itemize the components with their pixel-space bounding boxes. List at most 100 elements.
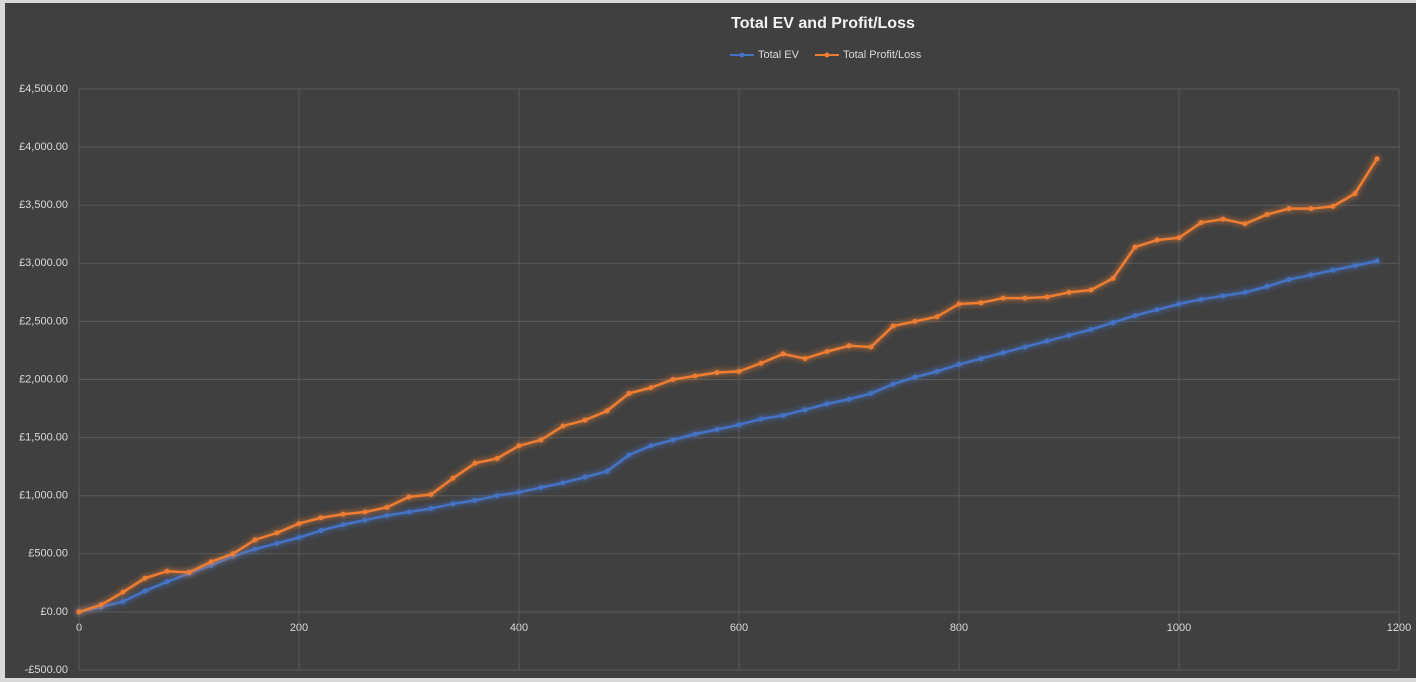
point — [1066, 289, 1072, 295]
point — [846, 343, 852, 349]
point — [1352, 191, 1358, 197]
point — [692, 431, 698, 437]
point — [1044, 294, 1050, 300]
legend-marker — [739, 52, 745, 58]
point — [1066, 332, 1072, 338]
point — [736, 422, 742, 428]
point — [692, 373, 698, 379]
point — [472, 460, 478, 466]
point — [1286, 277, 1292, 283]
point — [1198, 220, 1204, 226]
point — [560, 480, 566, 486]
point — [428, 492, 434, 498]
y-tick-label: £1,500.00 — [19, 432, 68, 444]
point — [318, 528, 324, 534]
legend-marker — [824, 52, 830, 58]
point — [1088, 327, 1094, 333]
point — [164, 579, 170, 585]
point — [934, 368, 940, 374]
series-line — [78, 158, 1379, 614]
point — [516, 443, 522, 449]
point — [1176, 301, 1182, 307]
point — [846, 396, 852, 402]
point — [978, 356, 984, 362]
point — [1176, 235, 1182, 241]
point — [1198, 296, 1204, 302]
point — [912, 374, 918, 380]
point — [670, 437, 676, 443]
point — [1374, 156, 1380, 162]
point — [670, 377, 676, 382]
point — [164, 568, 170, 574]
point — [384, 504, 390, 510]
point — [1352, 263, 1358, 269]
y-tick-label: £500.00 — [28, 548, 68, 560]
point — [1264, 211, 1270, 217]
point — [296, 521, 302, 527]
point — [318, 515, 324, 521]
point — [780, 413, 786, 419]
point — [472, 497, 478, 503]
point — [450, 475, 456, 481]
point — [912, 318, 918, 324]
point — [1110, 275, 1116, 281]
y-tick-label: £3,500.00 — [19, 199, 68, 211]
point — [802, 356, 808, 362]
point — [142, 575, 148, 581]
y-tick-label: -£500.00 — [25, 664, 68, 676]
point — [1220, 216, 1226, 222]
point — [868, 390, 874, 396]
point — [494, 493, 500, 499]
point — [626, 452, 632, 458]
point — [1110, 320, 1116, 326]
point — [824, 349, 830, 355]
legend: Total EV Total Profit/Loss — [730, 49, 922, 61]
point — [956, 361, 962, 367]
legend-label: Total Profit/Loss — [843, 49, 922, 61]
point — [582, 417, 588, 423]
point — [494, 456, 500, 462]
point — [1088, 287, 1094, 293]
point — [362, 517, 368, 523]
point — [1132, 244, 1138, 250]
point — [384, 512, 390, 518]
point — [714, 426, 720, 432]
point — [890, 323, 896, 329]
point — [802, 407, 808, 413]
point — [1286, 206, 1292, 212]
point — [1154, 307, 1160, 313]
point — [648, 443, 654, 449]
point — [1000, 350, 1006, 356]
point — [560, 423, 566, 429]
point — [1330, 203, 1336, 209]
point — [186, 569, 192, 575]
point — [538, 437, 544, 443]
point — [1022, 344, 1028, 350]
point — [406, 494, 412, 500]
point — [1022, 295, 1028, 301]
y-tick-label: £0.00 — [40, 606, 68, 618]
point — [98, 602, 104, 608]
point — [208, 562, 214, 568]
point — [758, 416, 764, 422]
series — [76, 156, 1380, 615]
point — [120, 598, 126, 604]
point — [274, 530, 280, 536]
point — [868, 344, 874, 350]
point — [956, 301, 962, 307]
point — [406, 509, 412, 515]
point — [824, 401, 830, 407]
point — [1242, 289, 1248, 295]
chart-area — [5, 3, 1416, 678]
point — [76, 609, 82, 615]
point — [1044, 338, 1050, 344]
point — [604, 468, 610, 474]
point — [890, 381, 896, 387]
y-tick-label: £2,500.00 — [19, 315, 68, 327]
point — [340, 522, 346, 528]
point — [340, 511, 346, 517]
point — [1220, 293, 1226, 299]
point — [252, 546, 258, 552]
point — [736, 368, 742, 374]
